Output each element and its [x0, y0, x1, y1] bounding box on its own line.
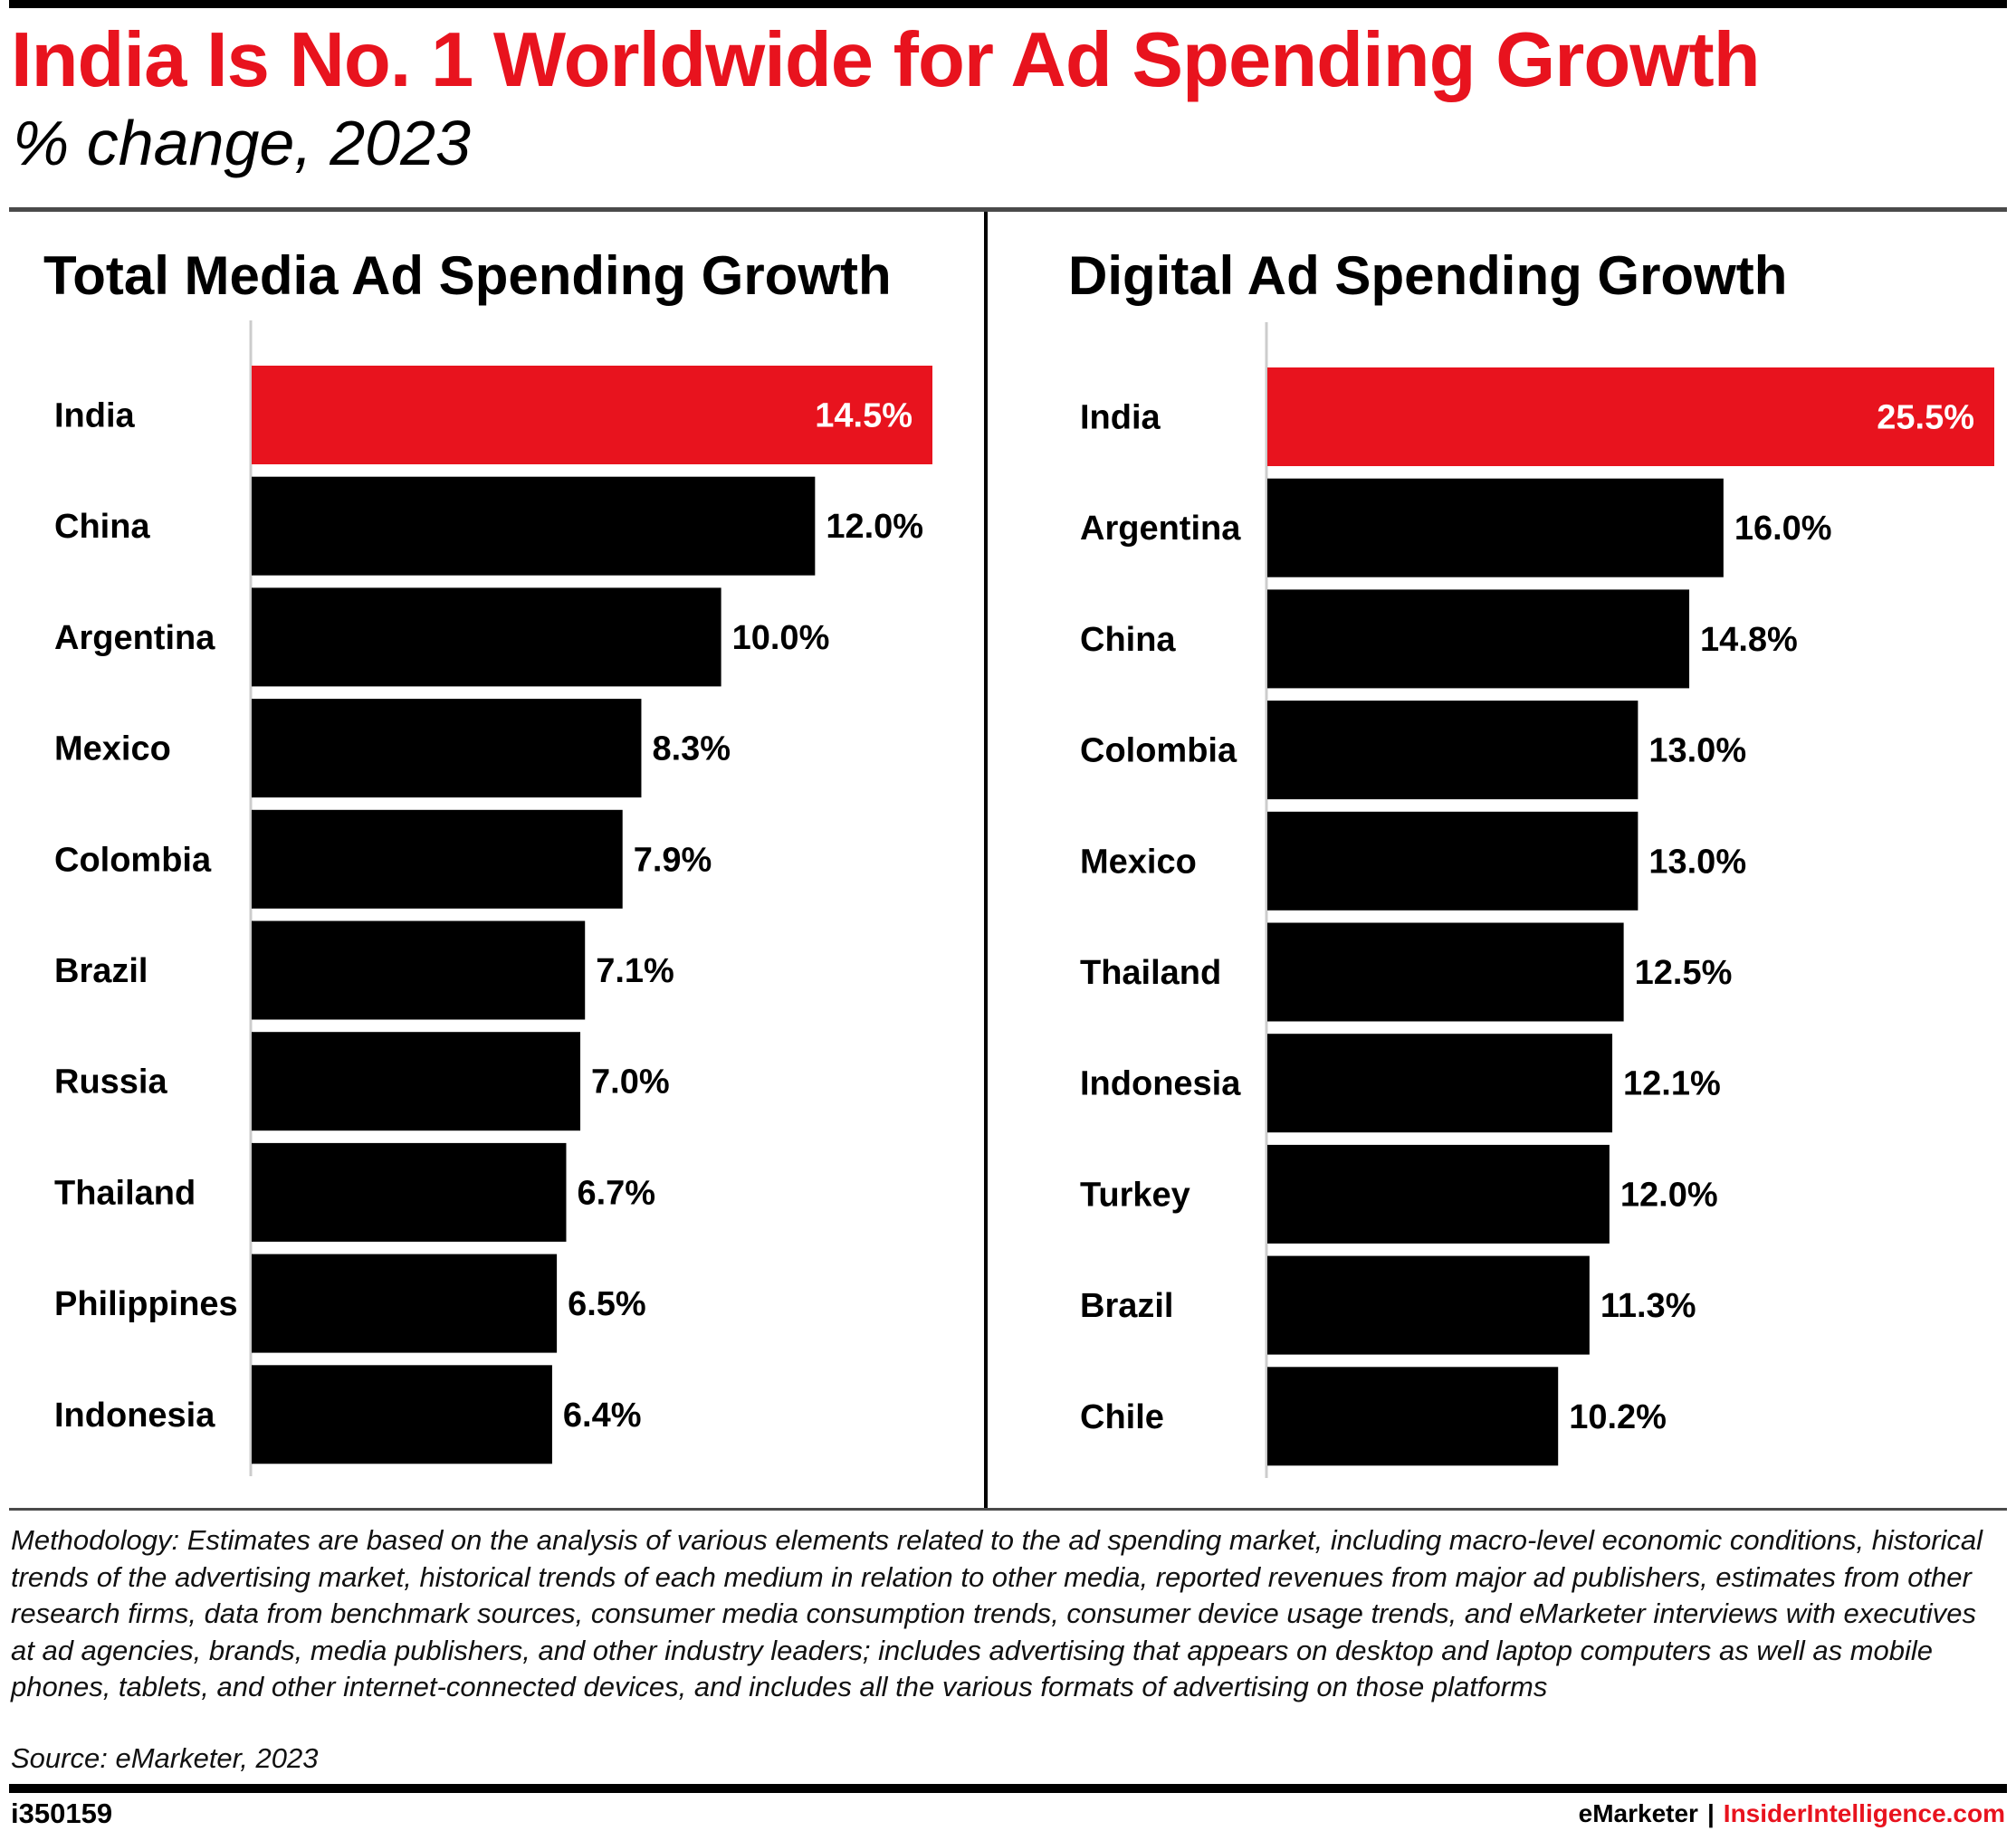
digital-category-label: Turkey — [1080, 1176, 1190, 1214]
digital-value-label: 12.5% — [1635, 954, 1733, 992]
source-note: Source: eMarketer, 2023 — [11, 1742, 319, 1774]
digital-value-label: 12.0% — [1620, 1176, 1718, 1214]
total-bar-colombia — [252, 809, 623, 909]
digital-category-label: Colombia — [1080, 732, 1237, 770]
total-value-label: 6.7% — [577, 1174, 655, 1212]
total-category-label: Philippines — [54, 1285, 238, 1323]
total-value-label: 14.5% — [815, 397, 912, 435]
digital-value-label: 11.3% — [1600, 1287, 1696, 1325]
right-panel-title: Digital Ad Spending Growth — [1068, 245, 1788, 306]
total-value-label: 7.9% — [634, 841, 712, 879]
total-bar-thailand — [252, 1142, 567, 1242]
total-bar-philippines — [252, 1254, 558, 1353]
chart-id: i350159 — [11, 1798, 113, 1829]
digital-bar-indonesia — [1267, 1034, 1613, 1133]
total-bar-brazil — [252, 920, 586, 1020]
total-value-label: 6.4% — [563, 1397, 642, 1435]
digital-bar-india — [1267, 367, 1994, 466]
total-value-label: 7.1% — [596, 952, 674, 990]
digital-category-label: Argentina — [1080, 510, 1241, 548]
total-category-label: India — [54, 397, 136, 435]
brand-insider-intelligence: InsiderIntelligence.com — [1723, 1799, 2005, 1827]
brand-separator: | — [1706, 1799, 1715, 1827]
digital-value-label: 12.1% — [1623, 1065, 1721, 1103]
digital-value-label: 13.0% — [1648, 732, 1746, 770]
header-divider — [9, 207, 2007, 212]
total-bar-china — [252, 476, 816, 576]
digital-category-label: Chile — [1080, 1398, 1164, 1436]
total-category-label: Mexico — [54, 730, 171, 768]
total-value-label: 7.0% — [591, 1063, 670, 1101]
digital-category-label: Thailand — [1080, 954, 1221, 992]
total-category-label: Argentina — [54, 619, 215, 657]
chart-title: India Is No. 1 Worldwide for Ad Spending… — [11, 17, 1761, 103]
top-rule — [9, 0, 2007, 8]
total-bar-india — [252, 366, 932, 464]
total-category-label: Thailand — [54, 1174, 196, 1212]
panel-divider — [984, 212, 988, 1508]
digital-value-label: 13.0% — [1648, 843, 1746, 881]
digital-bar-mexico — [1267, 811, 1639, 911]
total-category-label: Brazil — [54, 952, 148, 990]
digital-category-label: Mexico — [1080, 843, 1197, 881]
total-bar-indonesia — [252, 1365, 552, 1464]
digital-value-label: 16.0% — [1734, 510, 1832, 548]
digital-bar-chile — [1267, 1367, 1559, 1466]
digital-bar-colombia — [1267, 701, 1639, 800]
digital-value-label: 25.5% — [1877, 399, 1974, 437]
total-value-label: 8.3% — [652, 730, 731, 768]
total-category-label: Indonesia — [54, 1397, 215, 1435]
total-bar-russia — [252, 1032, 581, 1131]
brand-emarketer: eMarketer — [1578, 1799, 1698, 1827]
total-value-label: 10.0% — [732, 619, 830, 657]
digital-bar-thailand — [1267, 922, 1624, 1022]
digital-value-label: 10.2% — [1569, 1398, 1667, 1436]
bar-charts: India 14.5% China 12.0% Argentina 10.0% Mexico… — [54, 320, 1994, 1478]
total-category-label: Colombia — [54, 841, 212, 879]
total-value-label: 12.0% — [826, 508, 923, 546]
bottom-rule — [9, 1784, 2007, 1793]
digital-bar-argentina — [1267, 478, 1724, 577]
total-category-label: China — [54, 508, 150, 546]
footer-brand: eMarketer | InsiderIntelligence.com — [1579, 1799, 2005, 1828]
left-panel-title: Total Media Ad Spending Growth — [43, 245, 892, 306]
digital-category-label: China — [1080, 621, 1176, 659]
chart-subtitle: % change, 2023 — [13, 108, 471, 178]
digital-category-label: Brazil — [1080, 1287, 1173, 1325]
digital-bar-china — [1267, 589, 1690, 689]
footer-divider — [9, 1508, 2007, 1511]
digital-bar-brazil — [1267, 1255, 1590, 1355]
total-category-label: Russia — [54, 1063, 167, 1101]
methodology-note: Methodology: Estimates are based on the … — [11, 1524, 1983, 1702]
digital-category-label: Indonesia — [1080, 1065, 1241, 1103]
total-value-label: 6.5% — [568, 1285, 646, 1323]
total-bar-mexico — [252, 699, 642, 798]
total-bar-argentina — [252, 587, 721, 687]
digital-bar-turkey — [1267, 1144, 1610, 1244]
digital-value-label: 14.8% — [1700, 621, 1798, 659]
digital-category-label: India — [1080, 399, 1161, 437]
